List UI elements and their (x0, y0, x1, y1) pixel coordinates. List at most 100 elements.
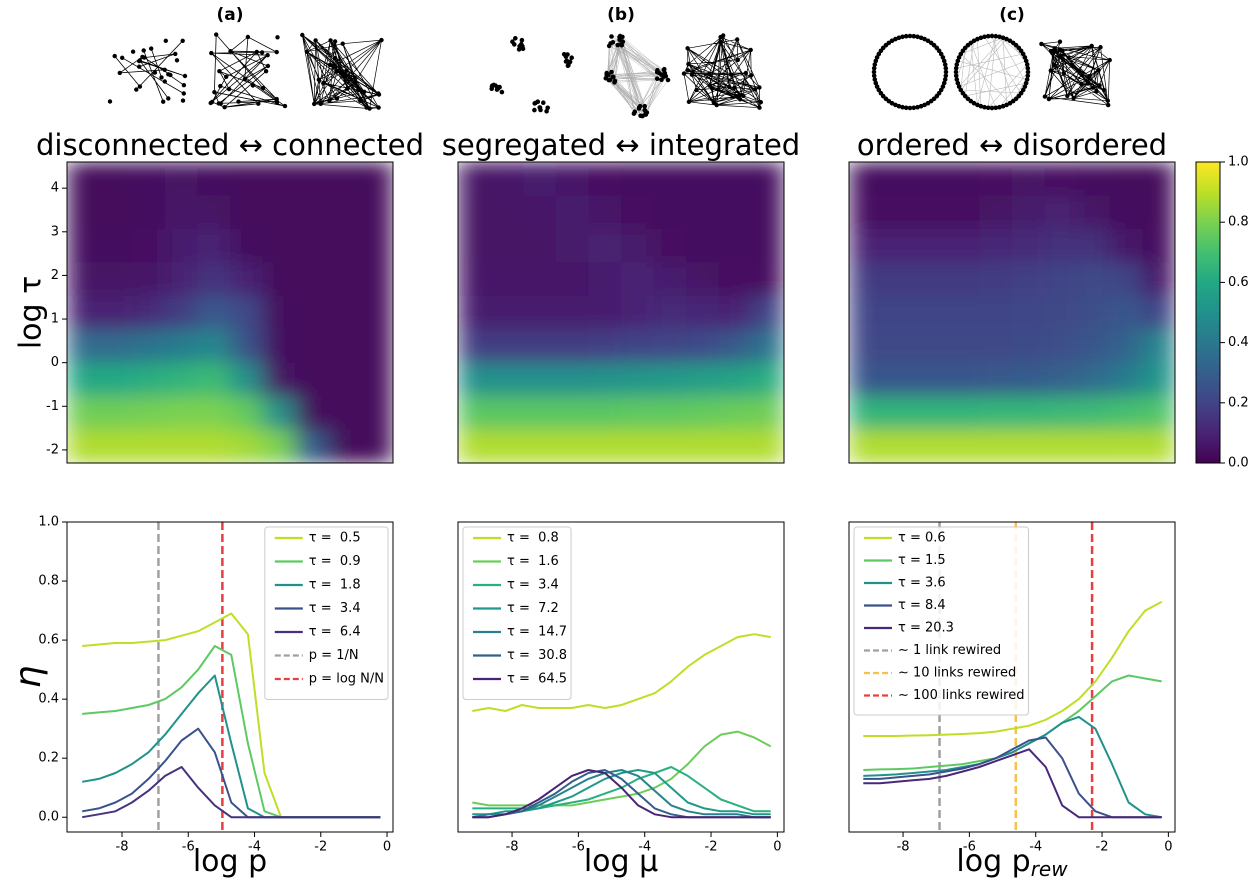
heat-cell (849, 430, 882, 464)
heat-cell (751, 262, 784, 296)
heat-cell (1142, 396, 1175, 430)
heat-cell (165, 430, 198, 464)
heat-cell (1077, 363, 1110, 397)
heat-cell (230, 329, 263, 363)
heat-cell (1012, 363, 1045, 397)
heat-cell (1012, 396, 1045, 430)
heat-cell (100, 262, 133, 296)
heat-cell (197, 430, 230, 464)
heat-cell (1045, 296, 1078, 330)
legend-label: τ = 0.6 (898, 531, 946, 546)
heat-cell (1142, 430, 1175, 464)
heat-cell (914, 363, 947, 397)
heat-cell (491, 430, 524, 464)
heat-cell (230, 229, 263, 263)
heatmap (849, 162, 1176, 464)
legend: τ = 0.8τ = 1.6τ = 3.4τ = 7.2τ = 14.7τ = … (463, 527, 571, 700)
heat-cell (458, 396, 491, 430)
panel-subtitle: disconnected ↔ connected (36, 128, 424, 162)
heat-cell (556, 329, 589, 363)
heat-cell (328, 162, 361, 196)
colorbar-tick-label: 0.6 (1228, 275, 1248, 290)
heat-cell (1142, 329, 1175, 363)
heat-cell (588, 430, 621, 464)
heat-cell (588, 363, 621, 397)
heat-cell (686, 363, 719, 397)
heat-cell (654, 430, 687, 464)
heat-cell (458, 296, 491, 330)
heat-cell (556, 195, 589, 229)
heat-cell (360, 229, 393, 263)
x-tick-label: -2 (705, 840, 718, 855)
network-edges (211, 35, 285, 108)
heat-cell (751, 162, 784, 196)
heat-cell (914, 195, 947, 229)
heat-cell (230, 195, 263, 229)
y-tick-label: -1 (46, 399, 59, 414)
heat-cell (1110, 430, 1143, 464)
heat-cell (132, 296, 165, 330)
heat-cell (947, 363, 980, 397)
heat-cell (1110, 296, 1143, 330)
heat-cell (849, 262, 882, 296)
heat-cell (328, 229, 361, 263)
heat-cell (1045, 396, 1078, 430)
heat-cell (230, 396, 263, 430)
heat-cell (360, 195, 393, 229)
heat-cell (1012, 296, 1045, 330)
heat-cell (1077, 262, 1110, 296)
heat-cell (914, 162, 947, 196)
heat-cell (328, 430, 361, 464)
heat-cell (132, 363, 165, 397)
heat-cell (67, 430, 100, 464)
heat-cell (882, 262, 915, 296)
heat-cell (1045, 195, 1078, 229)
legend-label: τ = 30.8 (507, 648, 567, 663)
heat-cell (491, 329, 524, 363)
heat-cell (979, 396, 1012, 430)
heat-cell (751, 363, 784, 397)
x-tick-label: -2 (1096, 840, 1109, 855)
heat-cell (197, 262, 230, 296)
heat-cell (263, 229, 296, 263)
legend-label: τ = 1.8 (309, 578, 361, 593)
y-tick-label: 0.0 (38, 810, 59, 825)
heat-cell (1077, 329, 1110, 363)
legend-label: p = 1/N (309, 648, 359, 663)
heat-cell (751, 296, 784, 330)
heat-cell (1045, 162, 1078, 196)
x-axis-label-main: log p (956, 844, 1030, 879)
heat-cell (263, 162, 296, 196)
legend-label: p = log N/N (309, 672, 384, 687)
heat-cell (686, 262, 719, 296)
heat-cell (588, 229, 621, 263)
heat-cell (556, 363, 589, 397)
heat-cell (979, 329, 1012, 363)
legend: τ = 0.5τ = 0.9τ = 1.8τ = 3.4τ = 6.4p = 1… (265, 527, 388, 700)
heat-cell (947, 195, 980, 229)
heat-cell (1142, 162, 1175, 196)
legend-label: τ = 1.5 (898, 553, 946, 568)
figure: (a)disconnected ↔ connected-2-101234log … (0, 0, 1248, 884)
heat-cell (360, 296, 393, 330)
heat-cell (882, 296, 915, 330)
heat-cell (67, 329, 100, 363)
heat-cell (686, 396, 719, 430)
legend-label: τ = 3.4 (507, 578, 559, 593)
heat-cell (523, 195, 556, 229)
heat-cell (849, 229, 882, 263)
heat-cell (295, 396, 328, 430)
heat-cell (849, 396, 882, 430)
heat-cell (100, 195, 133, 229)
legend-label: τ = 14.7 (507, 625, 567, 640)
heat-cell (197, 329, 230, 363)
heat-cell (556, 430, 589, 464)
heat-cell (197, 229, 230, 263)
panel-subtitle: ordered ↔ disordered (857, 128, 1167, 162)
heat-cell (100, 329, 133, 363)
heat-cell (588, 396, 621, 430)
heat-cell (165, 195, 198, 229)
heat-cell (523, 262, 556, 296)
heat-cell (458, 363, 491, 397)
heat-cell (1045, 329, 1078, 363)
